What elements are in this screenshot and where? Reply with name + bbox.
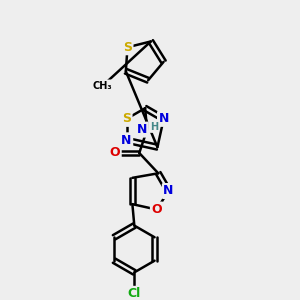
Text: S: S — [122, 112, 131, 125]
Text: N: N — [158, 112, 169, 125]
Text: H: H — [150, 122, 158, 132]
Text: N: N — [122, 134, 132, 147]
Text: CH₃: CH₃ — [93, 81, 112, 91]
Text: O: O — [152, 203, 162, 216]
Text: N: N — [137, 123, 147, 136]
Text: N: N — [163, 184, 174, 197]
Text: Cl: Cl — [128, 287, 141, 300]
Text: O: O — [110, 146, 120, 160]
Text: S: S — [123, 41, 132, 54]
